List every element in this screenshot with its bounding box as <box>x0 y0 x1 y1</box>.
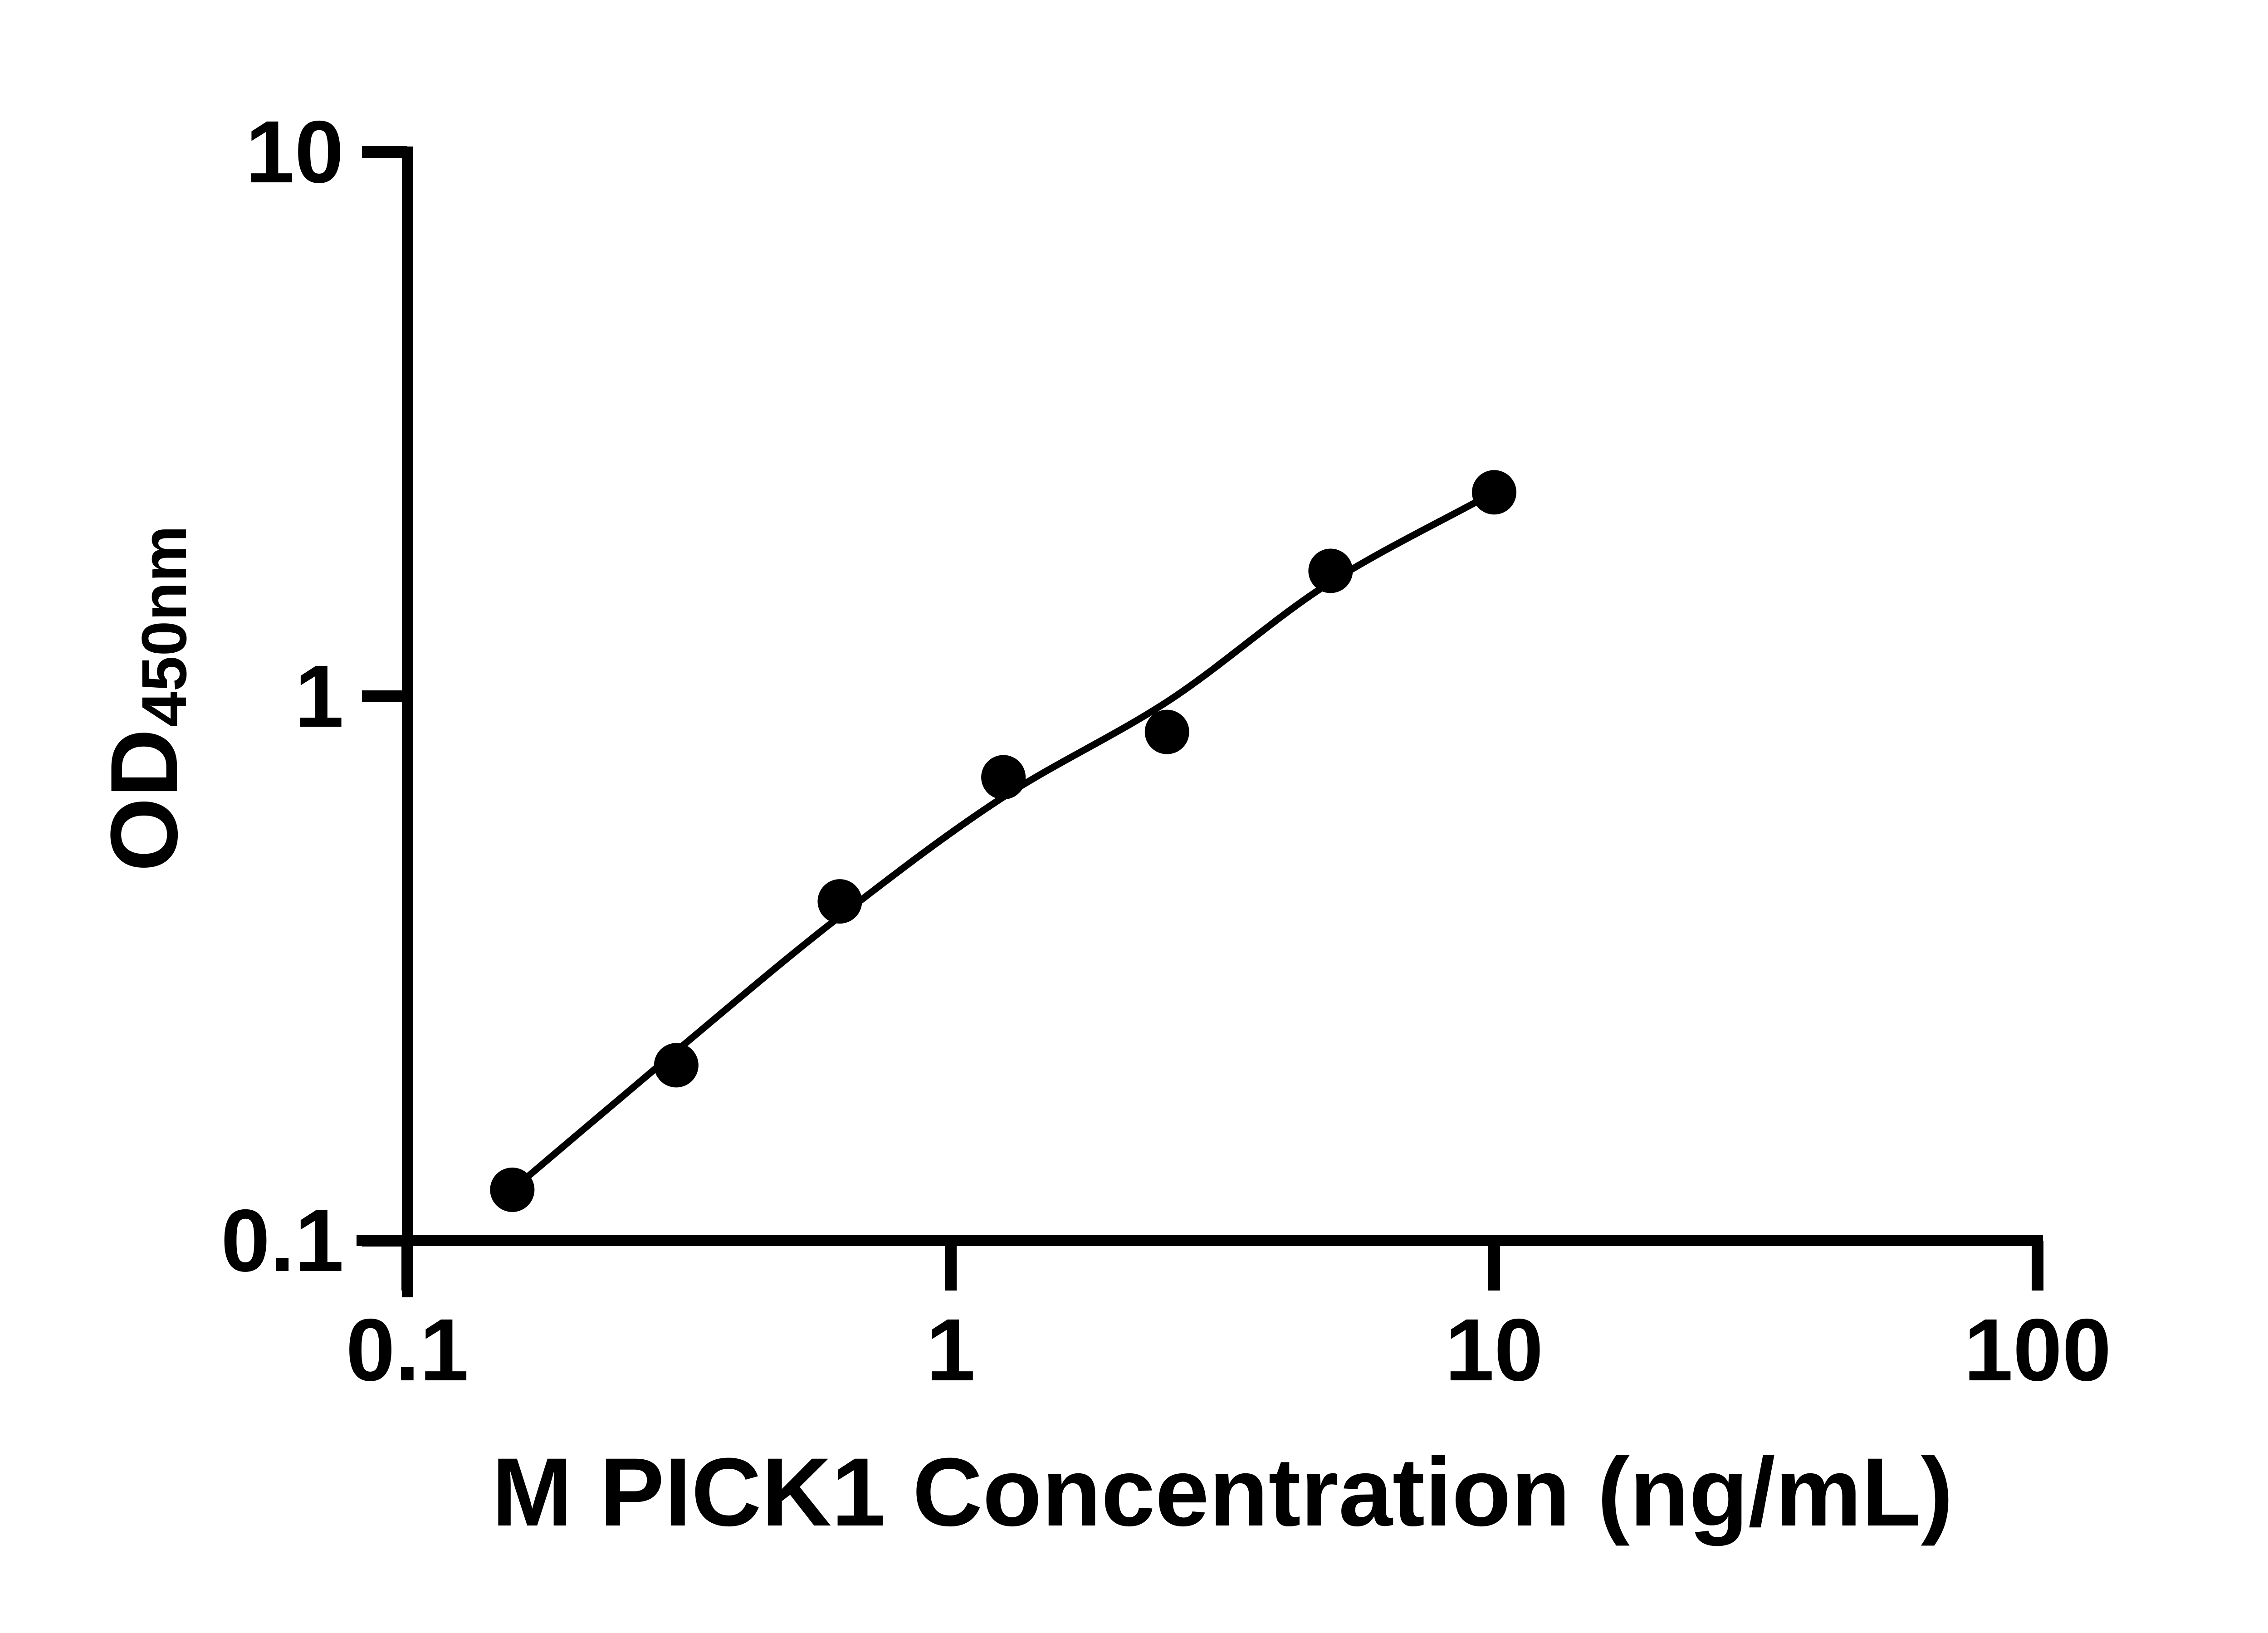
y-axis-tick-labels: 0.1 1 10 <box>221 103 344 1290</box>
data-point <box>490 1167 535 1212</box>
data-point <box>654 1043 699 1088</box>
data-point <box>1472 470 1516 515</box>
y-tick-label: 1 <box>295 647 344 746</box>
data-point <box>817 879 862 924</box>
y-axis-title-subscript: 450nm <box>128 525 200 727</box>
x-tick-label: 0.1 <box>346 1301 469 1399</box>
x-tick-label: 100 <box>1964 1301 2111 1399</box>
y-tick-label: 10 <box>245 103 344 201</box>
x-tick-label: 10 <box>1445 1301 1544 1399</box>
data-points <box>490 470 1516 1212</box>
axes <box>357 147 2043 1297</box>
plot-content <box>490 470 1516 1212</box>
y-tick-label: 0.1 <box>221 1191 344 1290</box>
data-point <box>981 755 1026 800</box>
y-axis-title-main: OD <box>91 729 197 872</box>
x-axis-title: M PICK1 Concentration (ng/mL) <box>492 1438 1953 1546</box>
data-point <box>1144 709 1189 754</box>
y-axis-ticks <box>362 146 407 1247</box>
data-point <box>1308 548 1353 593</box>
x-axis-ticks <box>401 1241 2043 1291</box>
fitted-curve-path <box>510 489 1496 1193</box>
y-axis-title: OD 450nm <box>91 525 200 871</box>
x-tick-label: 1 <box>926 1301 975 1399</box>
x-axis-tick-labels: 0.1 1 10 100 <box>346 1301 2111 1399</box>
